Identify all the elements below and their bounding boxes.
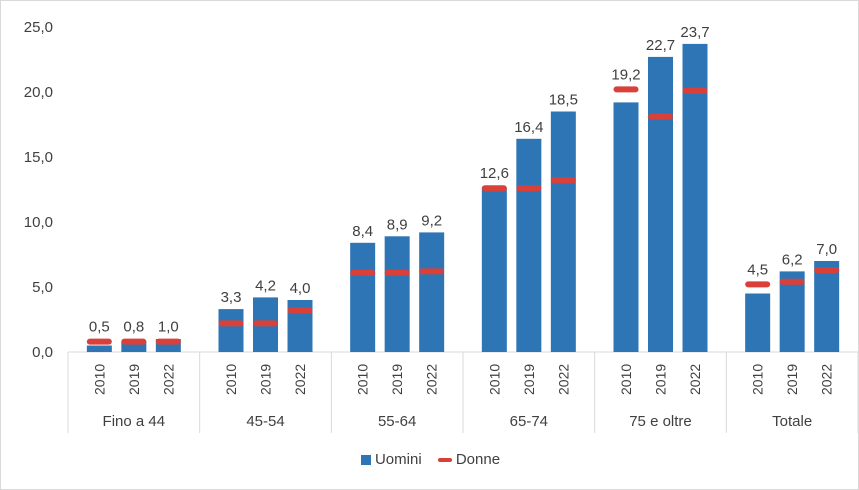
data-label-uomini: 1,0 (158, 319, 179, 336)
y-tick-label: 25,0 (24, 19, 53, 36)
legend: Uomini Donne (1, 450, 859, 468)
marker-donne (745, 281, 771, 288)
data-label-uomini: 23,7 (680, 24, 709, 41)
bar-uomini (481, 188, 507, 352)
marker-donne (155, 338, 181, 345)
bar-uomini (350, 242, 376, 352)
x-tick-year: 2022 (160, 364, 176, 395)
x-tick-year: 2010 (750, 364, 766, 395)
marker-donne (121, 338, 147, 345)
bar-uomini (419, 232, 445, 352)
data-label-uomini: 0,5 (89, 319, 110, 336)
marker-donne (779, 278, 805, 285)
bar-uomini (516, 138, 542, 352)
x-group-label: Totale (772, 413, 812, 430)
bar-uomini (745, 293, 771, 352)
legend-swatch-donne (437, 457, 452, 462)
marker-donne (384, 269, 410, 276)
data-label-uomini: 4,5 (747, 261, 768, 278)
x-group-label: 75 e oltre (629, 413, 692, 430)
bar-uomini (384, 236, 410, 352)
marker-donne (481, 185, 507, 192)
data-label-uomini: 4,0 (290, 280, 311, 297)
x-tick-year: 2010 (486, 364, 502, 395)
data-label-uomini: 22,7 (646, 37, 675, 54)
legend-swatch-uomini (360, 454, 371, 465)
bar-uomini (648, 56, 673, 353)
legend-label-donne: Donne (455, 450, 501, 468)
marker-donne (682, 87, 708, 94)
bar-uomini (218, 309, 244, 352)
y-tick-label: 15,0 (24, 149, 53, 166)
data-label-uomini: 6,2 (782, 251, 803, 268)
x-tick-year: 2019 (126, 364, 142, 395)
data-label-uomini: 3,3 (221, 289, 242, 306)
bar-uomini (779, 271, 805, 352)
y-tick-label: 10,0 (24, 214, 53, 231)
bar-uomini (814, 261, 840, 352)
data-label-uomini: 19,2 (611, 66, 640, 83)
marker-donne (814, 267, 840, 274)
x-group-label: 55-64 (378, 413, 416, 430)
data-label-uomini: 0,8 (123, 319, 144, 336)
data-label-uomini: 9,2 (421, 212, 442, 229)
legend-label-uomini: Uomini (374, 450, 422, 468)
data-label-uomini: 8,4 (352, 223, 373, 240)
x-tick-year: 2019 (389, 364, 405, 395)
marker-donne (86, 338, 112, 345)
y-tick-label: 20,0 (24, 84, 53, 101)
bar-uomini (613, 102, 639, 353)
x-tick-year: 2010 (618, 364, 634, 395)
x-group-label: 45-54 (246, 413, 284, 430)
data-label-uomini: 12,6 (480, 165, 509, 182)
x-tick-year: 2019 (521, 364, 537, 395)
legend-item-uomini[interactable]: Uomini (360, 450, 422, 468)
y-tick-label: 0,0 (32, 344, 53, 361)
marker-donne (550, 177, 576, 184)
marker-donne (218, 320, 244, 327)
bar-uomini (86, 345, 112, 352)
marker-donne (613, 86, 639, 93)
x-tick-year: 2019 (784, 364, 800, 395)
marker-donne (419, 268, 445, 275)
marker-donne (516, 185, 542, 192)
x-tick-year: 2022 (292, 364, 308, 395)
bar-uomini (550, 111, 576, 352)
x-tick-year: 2010 (91, 364, 107, 395)
marker-donne (648, 113, 673, 120)
x-tick-year: 2022 (555, 364, 571, 395)
x-tick-year: 2022 (424, 364, 440, 395)
marker-donne (287, 307, 313, 314)
data-label-uomini: 8,9 (387, 216, 408, 233)
x-tick-year: 2019 (653, 364, 669, 395)
marker-donne (253, 320, 278, 327)
x-tick-year: 2010 (223, 364, 239, 395)
x-tick-year: 2022 (819, 364, 835, 395)
legend-item-donne[interactable]: Donne (437, 450, 501, 468)
x-tick-year: 2022 (687, 364, 703, 395)
data-label-uomini: 16,4 (514, 119, 543, 136)
x-group-label: 65-74 (510, 413, 548, 430)
bar-uomini (682, 43, 708, 353)
data-label-uomini: 7,0 (816, 241, 837, 258)
data-label-uomini: 18,5 (549, 92, 578, 109)
x-tick-year: 2019 (258, 364, 274, 395)
bar-uomini (121, 341, 147, 352)
marker-donne (350, 269, 376, 276)
data-label-uomini: 4,2 (255, 277, 276, 294)
chart: 0,0 5,0 10,0 15,0 20,0 25,0 0,5 2010 0,8 2019 1,0 2… (24, 19, 859, 433)
x-group-label: Fino a 44 (103, 413, 166, 430)
x-tick-year: 2010 (355, 364, 371, 395)
y-tick-label: 5,0 (32, 279, 53, 296)
